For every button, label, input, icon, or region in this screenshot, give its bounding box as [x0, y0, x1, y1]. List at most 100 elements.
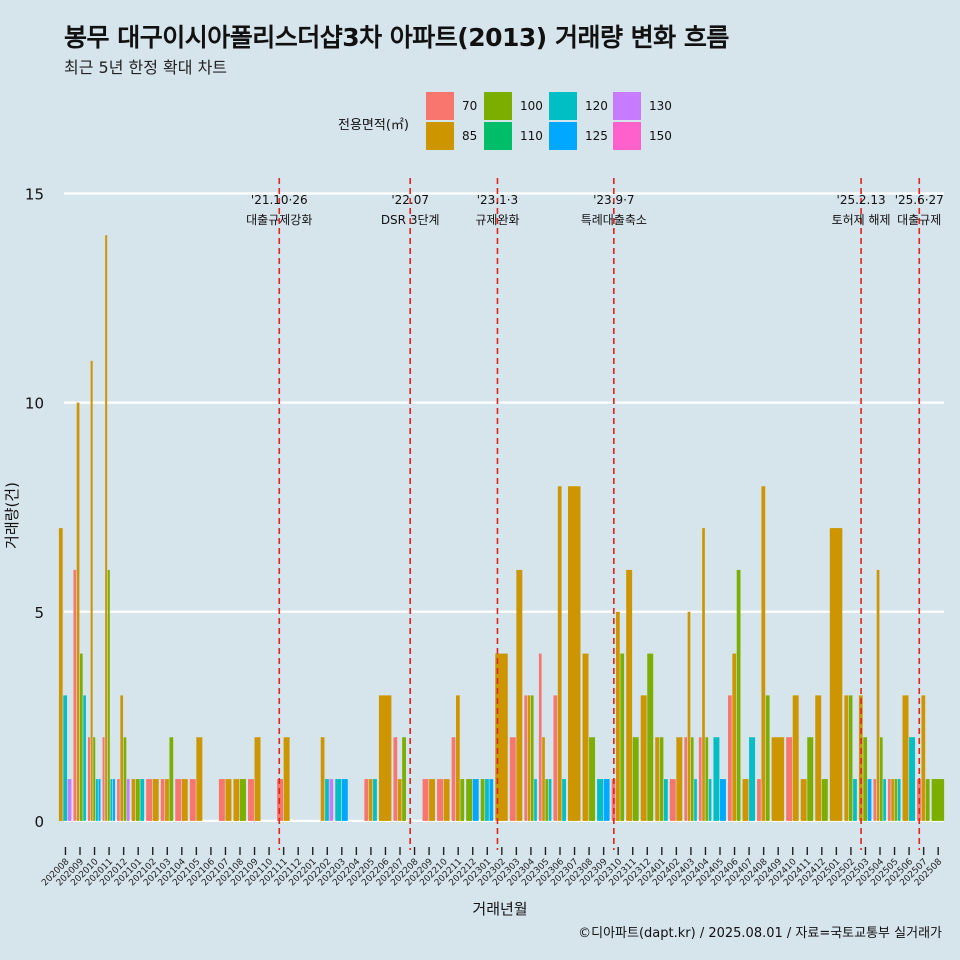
y-axis-title: 거래량(건) [2, 482, 21, 549]
bar [189, 779, 196, 821]
bar [807, 737, 814, 821]
bar [873, 779, 877, 821]
bar [320, 737, 325, 821]
bar [620, 653, 625, 821]
bar [891, 779, 894, 821]
bar [664, 779, 668, 821]
bar [853, 779, 857, 821]
bar [640, 695, 647, 821]
bar [120, 695, 124, 821]
bar [603, 779, 610, 821]
bar [524, 695, 528, 821]
legend-item-85: 85 [426, 122, 477, 150]
bar [254, 737, 261, 821]
legend-label: 125 [585, 129, 608, 143]
bar [676, 737, 683, 821]
bar [83, 695, 86, 821]
bar [582, 653, 589, 821]
bar [713, 737, 720, 821]
legend-swatch [426, 122, 454, 150]
bar [233, 779, 240, 821]
bar [152, 779, 159, 821]
bar [93, 737, 96, 821]
bar [95, 779, 98, 821]
legend-item-70: 70 [426, 92, 477, 120]
annotation-label: 대출규제강화 [246, 213, 312, 227]
bar [771, 737, 785, 821]
bar [368, 779, 373, 821]
bar [616, 611, 620, 821]
legend-label: 120 [585, 99, 608, 113]
legend-swatch [613, 92, 641, 120]
legend-title: 전용면적(㎡) [338, 118, 409, 133]
bar [894, 779, 898, 821]
annotation-date: '23.1·3 [477, 193, 518, 207]
bar [720, 779, 726, 821]
bar [378, 695, 392, 821]
annotation-label: DSR 3단계 [381, 213, 440, 227]
bar [402, 737, 406, 821]
bar [542, 737, 545, 821]
bar [76, 402, 80, 821]
bar [757, 779, 761, 821]
bar [821, 779, 828, 821]
legend-item-150: 150 [613, 122, 672, 150]
bar [708, 779, 712, 821]
bar [113, 779, 116, 821]
bar [136, 779, 140, 821]
bar [848, 695, 853, 821]
x-axis-title: 거래년월 [472, 900, 528, 918]
bar [702, 528, 705, 821]
bar [90, 360, 93, 821]
bar [485, 779, 489, 821]
legend-item-100: 100 [484, 92, 543, 120]
bar [146, 779, 153, 821]
bar [880, 737, 883, 821]
bar [684, 737, 688, 821]
legend-label: 100 [520, 99, 543, 113]
bar [107, 569, 110, 821]
bar [460, 779, 465, 821]
bar [632, 737, 639, 821]
bar [393, 737, 398, 821]
legend-item-120: 120 [549, 92, 608, 120]
bar [105, 235, 108, 821]
bar [897, 779, 901, 821]
bar [925, 779, 930, 821]
bar [534, 779, 537, 821]
bar [98, 779, 101, 821]
y-tick-label: 5 [34, 604, 44, 622]
legend-swatch [549, 92, 577, 120]
chart-title: 봉무 대구이시아폴리스더샵3차 아파트(2013) 거래량 변화 흐름 [64, 23, 729, 52]
bar [690, 737, 694, 821]
bar [67, 779, 72, 821]
legend-swatch [484, 92, 512, 120]
annotation-date: '25.2.13 [837, 193, 886, 207]
bar [495, 653, 508, 821]
bar [102, 737, 105, 821]
annotation-date: '23.9·7 [593, 193, 634, 207]
bar [659, 737, 664, 821]
bar [888, 779, 891, 821]
bar [160, 779, 165, 821]
bar [829, 528, 843, 821]
y-tick-label: 10 [25, 395, 44, 413]
bar [548, 779, 552, 821]
bar [694, 779, 697, 821]
bar [373, 779, 377, 821]
bar [248, 779, 254, 821]
bar [364, 779, 369, 821]
bar [792, 695, 799, 821]
bar [538, 653, 542, 821]
bar [140, 779, 145, 821]
chart-subtitle: 최근 5년 한정 확대 차트 [64, 58, 228, 77]
bar [480, 779, 485, 821]
bar [909, 737, 916, 821]
bar [456, 695, 460, 821]
bar [728, 695, 732, 821]
bar [175, 779, 182, 821]
bar [196, 737, 203, 821]
bar [240, 779, 246, 821]
source-caption: ©디아파트(dapt.kr) / 2025.08.01 / 자료=국토교통부 실… [578, 926, 942, 941]
